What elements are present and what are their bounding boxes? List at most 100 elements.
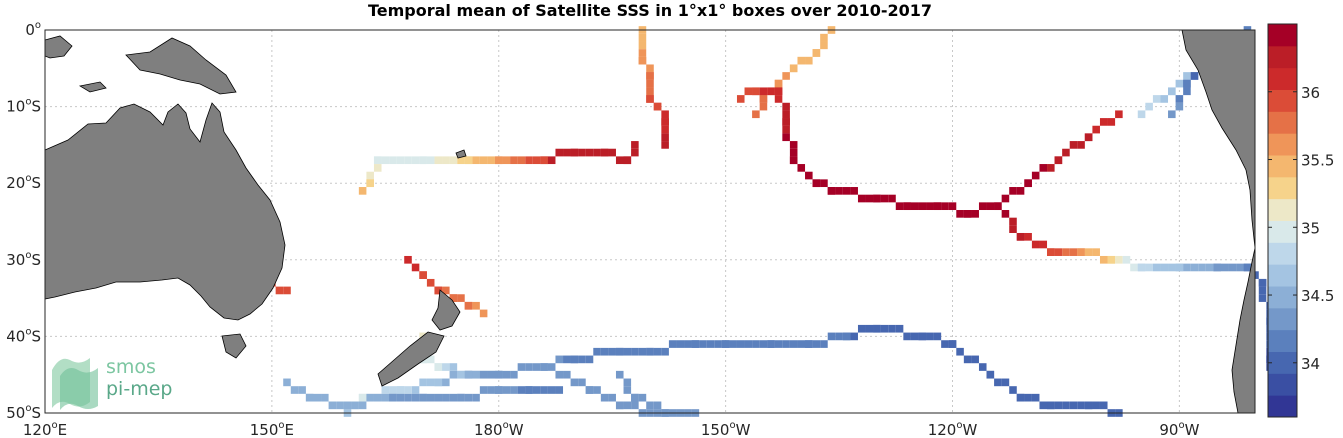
sss-cell xyxy=(442,363,450,371)
sss-cell xyxy=(426,393,435,402)
sss-cell xyxy=(918,202,927,211)
sss-cell xyxy=(820,41,828,50)
sss-cell xyxy=(1183,87,1191,96)
sss-cell xyxy=(963,210,972,218)
sss-cell xyxy=(578,378,586,387)
south-america-landmass xyxy=(1181,29,1256,414)
sss-cell xyxy=(608,148,616,157)
sss-cell xyxy=(608,347,616,356)
sss-cell xyxy=(1145,263,1153,272)
sss-cell xyxy=(736,340,745,348)
sss-cell xyxy=(653,347,662,356)
sss-cell xyxy=(389,386,397,394)
y-tick-label: 50oS xyxy=(6,403,41,422)
sss-cell xyxy=(736,95,745,103)
sss-cell xyxy=(903,202,911,211)
sss-cell xyxy=(782,340,790,348)
sss-cell xyxy=(1236,263,1244,272)
sss-cell xyxy=(646,401,654,410)
logo-wave-icon-2 xyxy=(60,368,98,410)
sss-cell xyxy=(615,401,624,410)
sss-cell xyxy=(638,41,647,50)
sss-cell xyxy=(510,386,518,394)
sss-cell xyxy=(426,156,435,165)
sss-cell xyxy=(570,148,579,157)
colorbar-swatch xyxy=(1268,198,1297,221)
sss-cell xyxy=(623,156,632,165)
sss-cell xyxy=(1001,194,1010,203)
tasmania-landmass xyxy=(221,333,247,359)
sss-cell xyxy=(714,340,722,348)
sss-cell xyxy=(865,324,874,333)
sss-cell xyxy=(1047,164,1055,172)
sss-cell xyxy=(608,393,616,402)
sss-cell xyxy=(358,401,367,410)
sss-cell xyxy=(1122,255,1131,264)
sss-cell xyxy=(419,156,427,165)
sss-cell xyxy=(358,393,367,402)
sss-cell xyxy=(1168,110,1176,119)
sss-cell xyxy=(842,187,851,195)
colorbar-tick-label: 35 xyxy=(1301,219,1320,237)
sss-cell xyxy=(1062,148,1070,157)
x-tick-label: 120oW xyxy=(928,420,978,438)
sss-cell xyxy=(585,148,594,157)
sss-cell xyxy=(1168,263,1176,272)
sss-cell xyxy=(646,72,654,80)
sss-cell xyxy=(517,156,526,165)
sss-cell xyxy=(1107,118,1116,126)
sss-cell xyxy=(910,202,919,211)
sss-cell xyxy=(888,324,896,333)
sss-cell xyxy=(570,378,579,387)
sss-cell xyxy=(684,340,692,348)
colorbar-swatch xyxy=(1268,45,1297,69)
colorbar-swatch xyxy=(1268,220,1297,243)
sss-cell xyxy=(933,332,942,341)
sss-cell xyxy=(1175,79,1184,88)
sss-cell xyxy=(411,386,420,394)
colorbar-swatch xyxy=(1268,286,1297,309)
sss-cell xyxy=(442,286,450,295)
sss-cell xyxy=(1047,248,1055,256)
sss-cell xyxy=(449,363,458,371)
sss-cell xyxy=(1077,401,1085,410)
sss-cell xyxy=(812,340,821,348)
sss-cell xyxy=(1137,110,1146,119)
sss-cell xyxy=(782,110,790,119)
sss-cell xyxy=(963,355,972,364)
sss-cell xyxy=(1137,263,1146,272)
sss-cell xyxy=(827,332,836,341)
sss-cell xyxy=(1099,118,1108,126)
sss-cell xyxy=(419,393,427,402)
sss-cell xyxy=(805,171,813,180)
sss-cell xyxy=(1152,263,1161,272)
colorbar-tick-label: 35.5 xyxy=(1301,152,1334,170)
timor-landmass xyxy=(78,81,107,93)
sss-cell xyxy=(517,386,526,394)
sss-cell xyxy=(434,156,443,165)
sss-cell xyxy=(895,202,904,211)
sss-cell xyxy=(615,347,624,356)
sss-cell xyxy=(1183,263,1191,272)
sss-cell xyxy=(457,294,465,302)
sss-cell xyxy=(1183,72,1191,80)
sss-cell xyxy=(1099,401,1108,410)
sss-cell xyxy=(638,347,647,356)
sss-cell xyxy=(850,187,858,195)
colorbar-tick-label: 34.5 xyxy=(1301,287,1334,305)
sss-cell xyxy=(910,332,919,341)
sss-cell xyxy=(1175,95,1184,103)
sss-cell xyxy=(1016,232,1025,241)
colorbar-swatch xyxy=(1268,351,1297,374)
sss-cell xyxy=(653,401,662,410)
sss-cell xyxy=(744,87,753,96)
sss-cell xyxy=(1039,164,1048,172)
sss-cell xyxy=(404,386,412,394)
sss-cell xyxy=(782,133,790,142)
sss-cell xyxy=(510,370,518,379)
sss-cell xyxy=(1168,87,1176,96)
sss-cell xyxy=(789,148,798,157)
sss-cell xyxy=(532,386,541,394)
sss-cell xyxy=(464,370,473,379)
